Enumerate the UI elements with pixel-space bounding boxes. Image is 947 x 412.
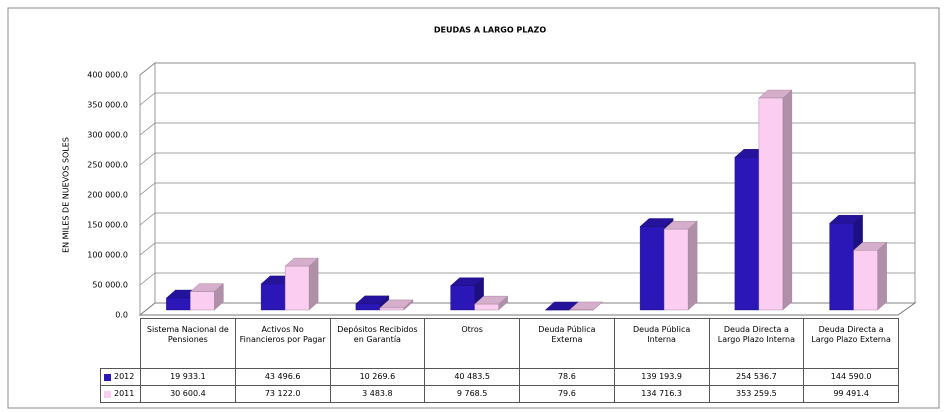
bar — [853, 241, 888, 311]
bar — [568, 301, 603, 311]
value-cell: 79.6 — [519, 385, 615, 403]
bar — [663, 220, 698, 311]
chart-title: DEUDAS A LARGO PLAZO — [434, 26, 547, 35]
grid-line — [139, 212, 915, 226]
bar — [284, 257, 319, 311]
y-tick-label: 250 000.0 — [87, 161, 128, 170]
bar-side — [308, 257, 319, 311]
category-cell: Deuda Pública Externa — [519, 318, 615, 369]
bar-front — [450, 285, 475, 311]
grid-line — [139, 182, 915, 196]
category-cell: Sistema Nacional de Pensiones — [140, 318, 236, 369]
y-tick-label: 100 000.0 — [87, 251, 128, 260]
value-cell: 30 600.4 — [140, 385, 236, 403]
bar-front — [734, 157, 760, 311]
value-cell: 9 768.5 — [424, 385, 520, 403]
value-cell: 3 483.8 — [329, 385, 426, 403]
legend-label: 2012 — [114, 372, 135, 381]
floor — [138, 302, 917, 316]
bar — [758, 89, 793, 311]
y-tick-label: 400 000.0 — [87, 71, 128, 80]
bar — [189, 283, 224, 311]
legend-swatch — [104, 373, 111, 381]
bar-front — [853, 250, 878, 311]
bar-front — [166, 297, 191, 311]
bar-front — [260, 283, 286, 311]
value-cell: 40 483.5 — [424, 368, 520, 386]
bar — [379, 299, 414, 311]
legend-cell: 2011 — [100, 385, 141, 403]
bar-side — [782, 89, 793, 311]
y-tick-label: 300 000.0 — [87, 131, 128, 140]
grid-line — [139, 62, 915, 76]
y-tick-label: 350 000.0 — [87, 101, 128, 110]
bar-front — [639, 226, 665, 311]
y-tick-label: 200 000.0 — [87, 191, 128, 200]
value-cell: 353 259.5 — [708, 385, 805, 403]
y-axis-label: EN MILES DE NUEVOS SOLES — [62, 137, 71, 253]
value-cell: 73 122.0 — [234, 385, 331, 403]
grid-line — [139, 122, 915, 136]
value-cell: 134 716.3 — [613, 385, 710, 403]
bar-front — [284, 265, 310, 311]
value-cell: 254 536.7 — [708, 368, 805, 386]
value-cell: 43 496.6 — [234, 368, 331, 386]
category-cell: Depósitos Recibidos en Garantía — [329, 318, 426, 369]
y-tick-label: 0.0 — [115, 311, 128, 320]
bar-front — [355, 303, 381, 311]
bar — [474, 295, 509, 311]
category-cell: Deuda Directa a Largo Plazo Interna — [708, 318, 805, 369]
category-cell: Otros — [424, 318, 520, 369]
bar-front — [190, 291, 215, 311]
bar-front — [663, 228, 689, 311]
legend-label: 2011 — [114, 389, 135, 398]
grid-line — [139, 152, 915, 166]
legend-cell: 2012 — [100, 368, 141, 386]
value-cell: 10 269.6 — [329, 368, 426, 386]
value-cell: 139 193.9 — [613, 368, 710, 386]
category-cell: Activos No Financieros por Pagar — [234, 318, 331, 369]
bar-side — [687, 220, 698, 311]
bar-front — [829, 223, 854, 311]
y-tick-label: 50 000.0 — [92, 281, 128, 290]
bar-front — [379, 307, 405, 311]
value-cell: 99 491.4 — [803, 385, 899, 403]
value-cell: 78.6 — [519, 368, 615, 386]
category-cell: Deuda Directa a Largo Plazo Externa — [803, 318, 899, 369]
category-cell: Deuda Pública Interna — [613, 318, 710, 369]
y-tick-label: 150 000.0 — [87, 221, 128, 230]
value-cell: 144 590.0 — [803, 368, 899, 386]
grid-line — [139, 92, 915, 106]
value-cell: 19 933.1 — [140, 368, 236, 386]
bar-front — [474, 303, 499, 311]
bar-side — [877, 241, 887, 311]
bar-front — [758, 97, 784, 311]
bar — [355, 295, 390, 311]
legend-swatch — [104, 390, 111, 398]
